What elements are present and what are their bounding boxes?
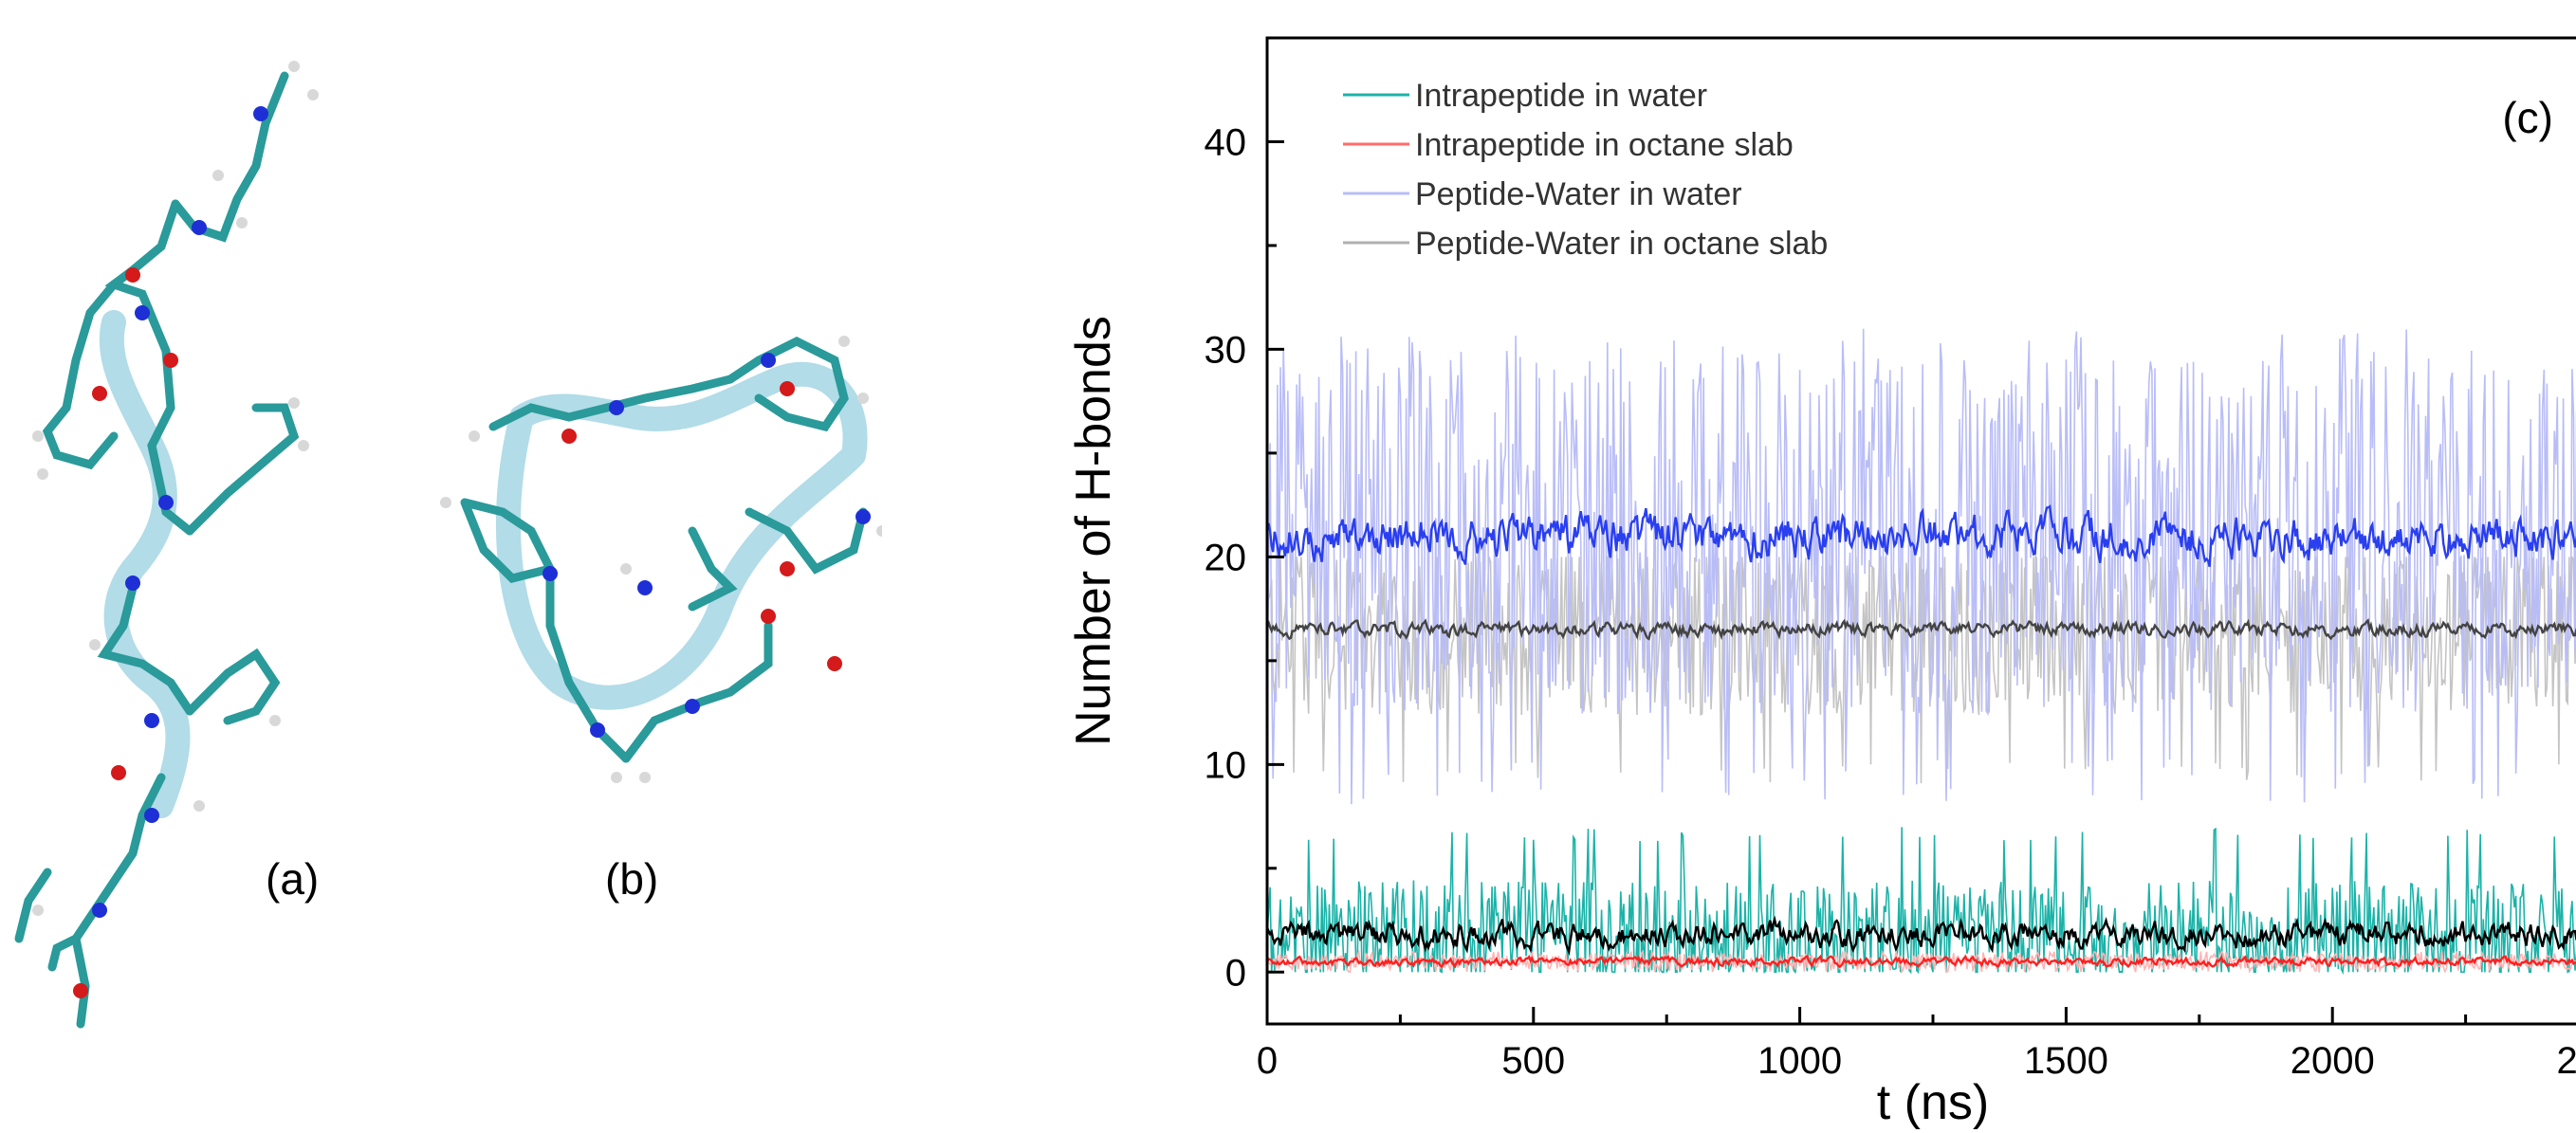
legend-label: Intrapeptide in octane slab bbox=[1415, 127, 1794, 163]
oxygen-atoms bbox=[73, 267, 178, 998]
x-tick-label: 2000 bbox=[2291, 1040, 2375, 1082]
series-raw-0 bbox=[1266, 827, 2576, 976]
x-tick-label: 0 bbox=[1257, 1040, 1278, 1082]
x-axis-label: t (ns) bbox=[1877, 1075, 1989, 1130]
legend-item-3: Peptide-Water in octane slab bbox=[1343, 226, 1828, 262]
x-tick-label: 1500 bbox=[2024, 1040, 2108, 1082]
nitrogen-atoms bbox=[92, 106, 268, 918]
legend: Intrapeptide in water Intrapeptide in oct… bbox=[1343, 78, 1828, 262]
y-axis-label: Number of H-bonds bbox=[1066, 316, 1121, 746]
peptide-cyclic-structure bbox=[440, 336, 882, 783]
y-axis-ticks: 0 10 20 30 40 bbox=[1205, 36, 1284, 994]
backbone-ribbon bbox=[99, 310, 191, 818]
raw-series-layer bbox=[1266, 328, 2576, 976]
x-tick-label: 500 bbox=[1501, 1040, 1565, 1082]
series-raw-1 bbox=[1266, 948, 2576, 975]
legend-label: Intrapeptide in water bbox=[1415, 78, 1707, 114]
series-smoothed-1 bbox=[1265, 954, 2576, 969]
hydrogen-atoms bbox=[440, 336, 882, 783]
hydrogen-atoms bbox=[32, 61, 319, 916]
series-raw-2 bbox=[1266, 328, 2576, 805]
panel-label-b: (b) bbox=[605, 854, 659, 904]
series-smoothed-0 bbox=[1265, 915, 2576, 956]
y-tick-label: 40 bbox=[1205, 121, 1247, 163]
smoothed-series-layer bbox=[1265, 504, 2576, 969]
y-tick-label: 20 bbox=[1205, 537, 1247, 578]
legend-label: Peptide-Water in octane slab bbox=[1415, 226, 1828, 262]
legend-item-1: Intrapeptide in octane slab bbox=[1343, 127, 1794, 163]
legend-item-0: Intrapeptide in water bbox=[1343, 78, 1707, 114]
y-tick-label: 0 bbox=[1225, 952, 1246, 994]
x-tick-label: 1000 bbox=[1757, 1040, 1842, 1082]
panel-label-c: (c) bbox=[2502, 93, 2553, 142]
legend-item-2: Peptide-Water in water bbox=[1343, 176, 1742, 212]
oxygen-atoms bbox=[561, 381, 842, 671]
nitrogen-atoms bbox=[543, 353, 871, 738]
x-axis-ticks: 0 500 1000 1500 2000 2500 bbox=[1257, 1007, 2576, 1082]
series-raw-3 bbox=[1266, 554, 2576, 784]
hbond-time-series-chart: 0 500 1000 1500 2000 2500 0 10 20 30 40 t (ns) Nu… bbox=[1066, 36, 2576, 1130]
legend-label: Peptide-Water in water bbox=[1415, 176, 1742, 212]
atom-bonds bbox=[14, 71, 300, 1029]
series-smoothed-3 bbox=[1266, 618, 2576, 641]
x-tick-label: 2500 bbox=[2557, 1040, 2576, 1082]
series-smoothed-2 bbox=[1265, 504, 2576, 567]
backbone-ribbon bbox=[495, 361, 868, 710]
peptide-extended-structure bbox=[14, 61, 319, 1029]
y-tick-label: 30 bbox=[1205, 329, 1247, 371]
y-tick-label: 10 bbox=[1205, 744, 1247, 786]
panel-label-a: (a) bbox=[266, 854, 320, 904]
